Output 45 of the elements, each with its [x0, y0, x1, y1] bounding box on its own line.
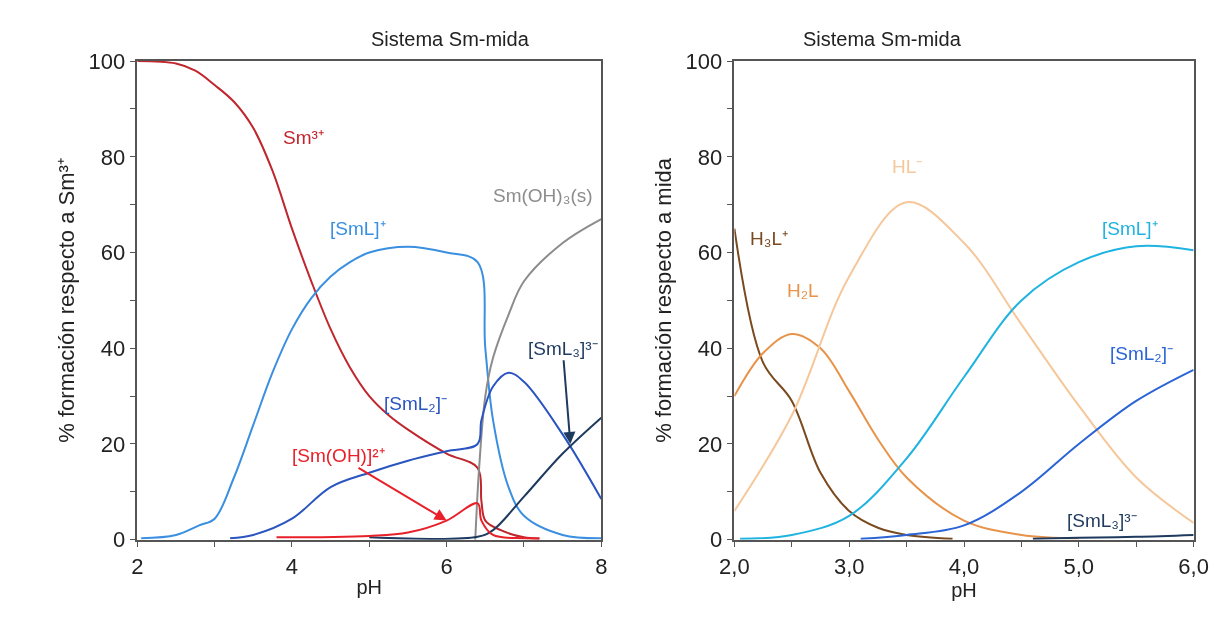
text: [Sm(OH)]²⁺: [292, 445, 385, 466]
series-label: [SmL₂]⁻: [384, 393, 447, 414]
x-tick-label: 4,0: [948, 553, 980, 579]
text: [SmL₃]³⁻: [528, 338, 598, 359]
series-label: Sm(OH)₃(s): [493, 185, 593, 206]
x-tick-label: 6: [440, 553, 453, 579]
y-axis-title: % formación respecto a Sm³⁺: [53, 158, 79, 443]
line-series: [229, 371, 602, 540]
y-tick-label: 80: [697, 144, 723, 170]
x-axis-title: pH: [951, 578, 977, 601]
y-tick-label: 0: [112, 527, 126, 553]
x-tick-label: 6,0: [1178, 553, 1209, 579]
series-label: [SmL₂]⁻: [1110, 343, 1173, 364]
y-tick-label: 80: [100, 144, 126, 170]
line-series: [474, 218, 602, 540]
y-tick-label: 60: [100, 240, 126, 266]
y-tick-label: 40: [100, 335, 126, 361]
x-tick-label: 3,0: [833, 553, 865, 579]
x-tick-label: 8: [595, 553, 608, 579]
line-series: [859, 368, 1194, 540]
chart-title: Sistema Sm-mida: [371, 28, 530, 50]
x-tick-label: 4: [285, 553, 299, 579]
y-tick-label: 60: [697, 240, 723, 266]
line-series: [140, 245, 602, 540]
y-tick-label: 0: [710, 527, 723, 553]
series-label: Sm³⁺: [283, 127, 324, 148]
x-axis-title: pH: [356, 575, 383, 598]
chart-title: Sistema Sm-mida: [803, 28, 962, 50]
y-tick-label: 40: [697, 335, 723, 361]
series-label: HL⁻: [892, 156, 923, 177]
series-label: [SmL₃]³⁻: [1067, 510, 1137, 531]
x-tick-label: 2,0: [719, 553, 750, 579]
y-tick-label: 20: [697, 431, 723, 457]
line-series: [734, 227, 954, 540]
y-axis-title: % formación respecto a mida: [650, 157, 676, 443]
series-label: [SmL]⁺: [330, 218, 386, 239]
x-tick-label: 5,0: [1063, 553, 1095, 579]
y-tick-label: 100: [685, 48, 723, 74]
line-series: [275, 502, 541, 540]
series-label: H₂L: [787, 280, 819, 301]
y-tick-label: 20: [100, 431, 126, 457]
x-tick-label: 2: [131, 553, 144, 579]
series-label: H₃L⁺: [750, 228, 789, 249]
series-label: [SmL]⁺: [1102, 218, 1158, 239]
y-tick-label: 100: [88, 48, 126, 74]
